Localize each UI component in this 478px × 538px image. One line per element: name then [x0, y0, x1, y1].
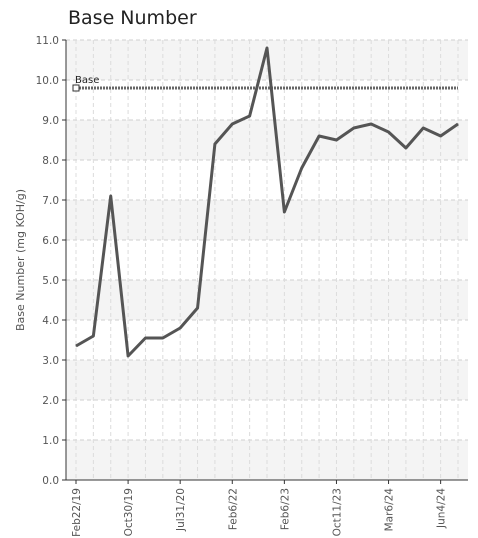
grid-lines	[66, 39, 468, 481]
data-point	[335, 139, 337, 141]
plot-band	[66, 200, 468, 240]
data-point	[405, 147, 407, 149]
y-tick-label: 7.0	[42, 195, 59, 207]
y-tick-label: 10.0	[36, 75, 59, 87]
data-point	[144, 337, 146, 339]
x-tick-label: Oct30/19	[123, 488, 135, 536]
y-tick-labels: 0.0 1.0 2.0 3.0 4.0 5.0 6.0 7.0 8.0 9.0 10.0 11.0	[36, 35, 59, 487]
data-point	[92, 335, 94, 337]
plot-band	[66, 360, 468, 400]
x-tick-label: Feb22/19	[71, 488, 83, 537]
plot-bands	[66, 40, 468, 480]
data-point	[75, 345, 77, 347]
data-point	[388, 131, 390, 133]
y-tick-label: 8.0	[42, 155, 59, 167]
y-tick-label: 4.0	[42, 315, 59, 327]
x-tick-label: Mar6/24	[384, 488, 396, 532]
data-point	[127, 355, 129, 357]
x-tick-label: Jun4/24	[436, 488, 448, 529]
data-point	[283, 211, 285, 213]
data-point	[179, 327, 181, 329]
y-tick-label: 0.0	[42, 475, 59, 487]
chart-title: Base Number	[68, 7, 197, 29]
y-tick-label: 6.0	[42, 235, 59, 247]
data-point	[301, 167, 303, 169]
reference-line: Base	[72, 75, 458, 92]
x-tick-label: Oct11/23	[331, 488, 343, 536]
data-point	[110, 195, 112, 197]
data-point	[249, 115, 251, 117]
y-tick-label: 11.0	[36, 35, 59, 47]
data-point	[370, 123, 372, 125]
x-tick-label: Feb6/23	[279, 488, 291, 530]
x-tick-label: Feb6/22	[227, 488, 239, 530]
y-tick-label: 2.0	[42, 395, 59, 407]
x-tick-labels: Feb22/19 Oct30/19 Jul31/20 Feb6/22 Feb6/23 Oc…	[71, 488, 448, 537]
data-point	[318, 135, 320, 137]
data-point	[353, 127, 355, 129]
y-tick-label: 5.0	[42, 275, 59, 287]
data-point	[266, 47, 268, 49]
data-point	[440, 135, 442, 137]
y-tick-label: 9.0	[42, 115, 59, 127]
y-axis-label: Base Number (mg KOH/g)	[14, 189, 27, 331]
data-point	[231, 123, 233, 125]
y-tick-label: 1.0	[42, 435, 59, 447]
reference-line-label: Base	[75, 75, 99, 86]
axes	[62, 39, 468, 484]
data-point	[214, 143, 216, 145]
data-point	[422, 127, 424, 129]
data-point	[162, 337, 164, 339]
reference-marker	[72, 84, 80, 92]
x-tick-label: Jul31/20	[175, 488, 187, 532]
data-point	[197, 307, 199, 309]
series-lines	[75, 46, 459, 358]
data-point	[457, 123, 459, 125]
y-tick-label: 3.0	[42, 355, 59, 367]
